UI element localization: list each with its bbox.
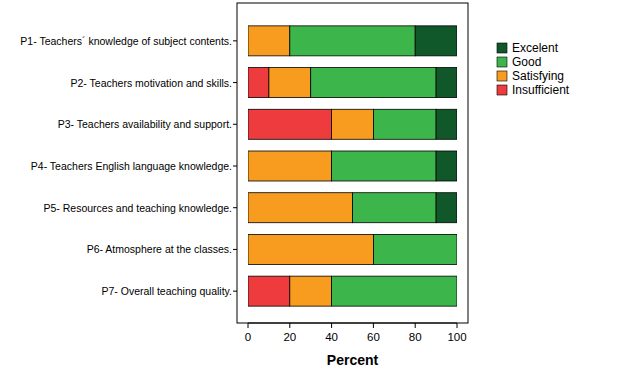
- category-label: P2- Teachers motivation and skills.: [71, 77, 232, 89]
- bars: [248, 26, 457, 306]
- chart: P1- Teachers´ knowledge of subject conte…: [0, 0, 617, 381]
- legend-swatch: [497, 85, 507, 95]
- legend-swatch: [497, 43, 507, 53]
- category-label: P5- Resources and teaching knowledge.: [43, 202, 232, 214]
- bar-segment: [332, 109, 374, 139]
- x-axis-line: [248, 323, 457, 324]
- bar-segment: [436, 151, 457, 181]
- category-label: P3- Teachers availability and support.: [58, 118, 232, 130]
- bar-segment: [248, 26, 290, 56]
- y-tick: [233, 40, 237, 41]
- x-tick-label: 60: [367, 331, 380, 343]
- x-tick: [457, 323, 458, 328]
- category-label: P4- Teachers English language knowledge.: [31, 160, 232, 172]
- bar-segment: [373, 234, 457, 264]
- bar-segment: [248, 151, 332, 181]
- category-label: P7- Overall teaching quality.: [101, 285, 232, 297]
- bar-segment: [415, 26, 457, 56]
- bar-segment: [248, 109, 332, 139]
- legend-swatch: [497, 57, 507, 67]
- legend-label: Satisfying: [512, 69, 564, 83]
- bar-segment: [290, 26, 415, 56]
- x-tick-label: 0: [245, 331, 251, 343]
- bar-segment: [290, 276, 332, 306]
- bar-segment: [248, 276, 290, 306]
- x-tick: [373, 323, 374, 328]
- y-tick: [233, 249, 237, 250]
- legend-swatch: [497, 71, 507, 81]
- bar-segment: [373, 109, 436, 139]
- plot-frame: [237, 3, 468, 323]
- x-tick-label: 40: [325, 331, 338, 343]
- bar-segment: [332, 276, 457, 306]
- x-axis-title: Percent: [327, 352, 379, 368]
- x-tick-label: 80: [409, 331, 422, 343]
- bar-segment: [248, 234, 373, 264]
- x-tick-label: 100: [447, 331, 466, 343]
- x-tick: [331, 323, 332, 328]
- y-tick: [233, 166, 237, 167]
- legend-label: Good: [512, 55, 541, 69]
- category-label: P1- Teachers´ knowledge of subject conte…: [20, 35, 232, 47]
- y-tick: [233, 82, 237, 83]
- y-tick: [233, 124, 237, 125]
- bar-segment: [311, 68, 436, 98]
- bar-segment: [436, 109, 457, 139]
- bar-segment: [332, 151, 437, 181]
- category-label: P6- Atmosphere at the classes.: [87, 243, 232, 255]
- x-tick: [289, 323, 290, 328]
- y-tick: [233, 291, 237, 292]
- x-tick-label: 20: [283, 331, 296, 343]
- bar-segment: [248, 68, 269, 98]
- legend-label: Insufficient: [512, 83, 570, 97]
- bar-segment: [353, 193, 437, 223]
- y-tick: [233, 207, 237, 208]
- x-tick: [248, 323, 249, 328]
- bar-segment: [269, 68, 311, 98]
- bar-segment: [436, 193, 457, 223]
- x-tick: [415, 323, 416, 328]
- bar-segment: [248, 193, 353, 223]
- legend-label: Excelent: [512, 41, 559, 55]
- bar-segment: [436, 68, 457, 98]
